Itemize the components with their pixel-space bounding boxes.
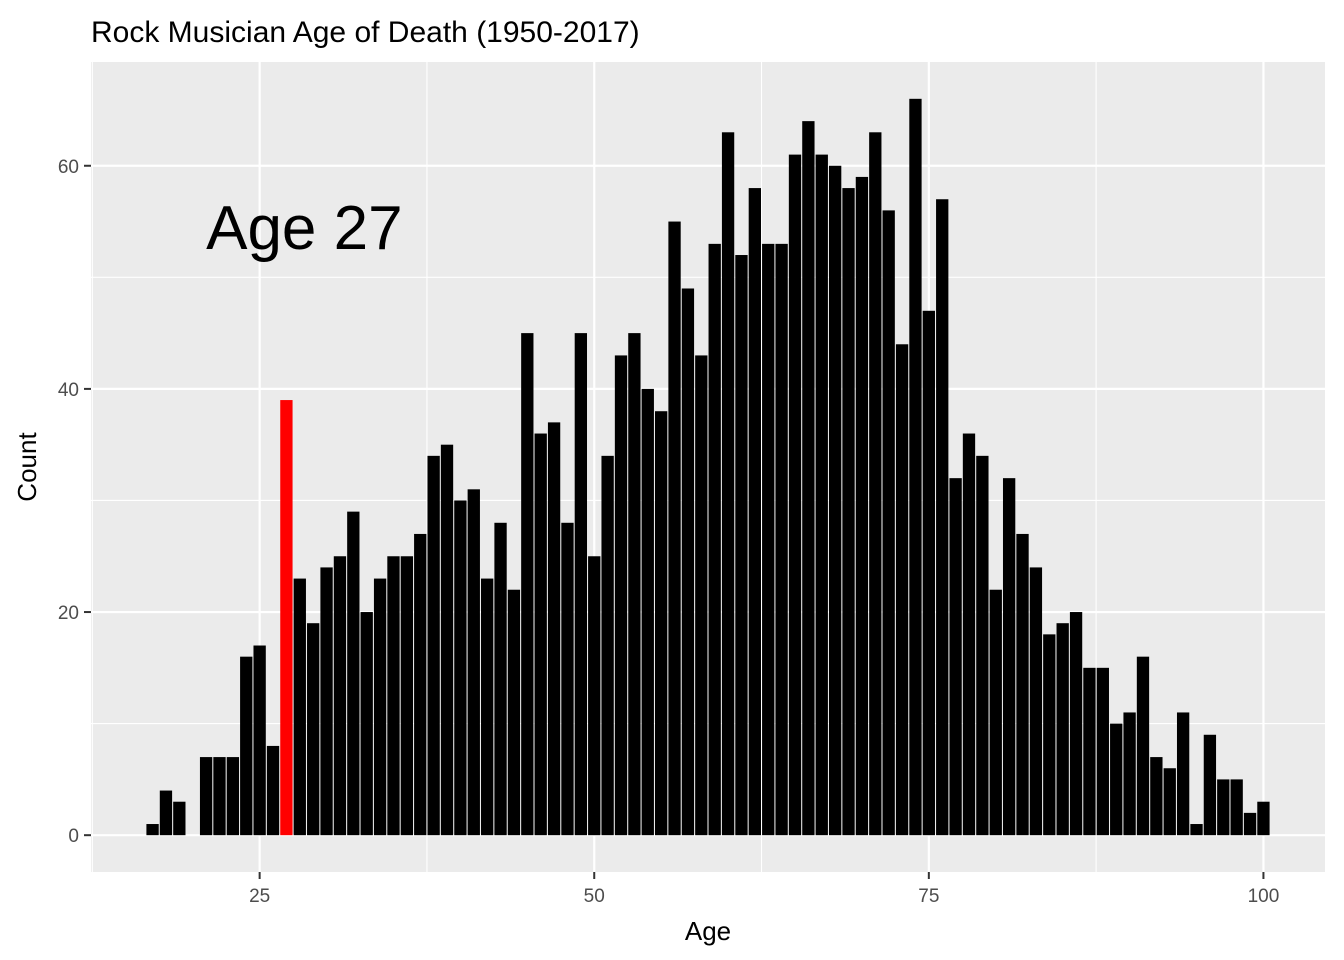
bar — [333, 556, 347, 836]
bar — [320, 567, 333, 836]
bar — [226, 757, 240, 836]
bar — [387, 556, 400, 836]
bar — [628, 333, 641, 836]
bar — [521, 333, 534, 836]
bar — [1190, 824, 1203, 836]
bar — [1203, 734, 1217, 836]
x-tick-label: 100 — [1248, 886, 1280, 907]
bar — [641, 388, 654, 836]
bar — [1123, 712, 1136, 836]
bar — [1217, 779, 1230, 836]
bar — [654, 411, 668, 836]
bar — [400, 556, 414, 836]
bar — [1163, 768, 1176, 836]
bar — [788, 154, 802, 836]
bar — [1002, 478, 1016, 836]
bar — [561, 522, 574, 836]
bar — [588, 556, 601, 836]
bar — [199, 757, 213, 836]
bar — [909, 98, 922, 836]
bar — [574, 333, 588, 836]
bar — [668, 221, 681, 836]
bar — [213, 757, 226, 836]
bar — [1243, 812, 1257, 836]
y-axis-title: Count — [12, 432, 42, 502]
bar — [467, 489, 480, 836]
bar — [307, 623, 320, 836]
bar — [1083, 667, 1096, 836]
bar — [815, 154, 828, 836]
bar — [347, 511, 360, 836]
y-tick-label: 60 — [58, 157, 79, 178]
bar — [1257, 801, 1270, 836]
bar — [1056, 623, 1069, 836]
x-tick-label: 75 — [918, 886, 939, 907]
bar — [855, 176, 869, 836]
bar — [293, 578, 306, 836]
bar — [360, 612, 373, 836]
bar — [681, 288, 695, 836]
y-tick-label: 20 — [58, 603, 79, 624]
bar — [842, 188, 855, 836]
age-27-annotation: Age 27 — [206, 194, 403, 263]
bar — [721, 132, 735, 836]
bar — [266, 745, 280, 836]
y-axis: 0 20 40 60 — [58, 157, 91, 847]
bar — [762, 243, 775, 836]
y-tick-label: 0 — [68, 826, 79, 847]
bar — [895, 344, 909, 836]
bar — [440, 444, 454, 836]
bar — [240, 656, 253, 836]
bar — [708, 243, 721, 836]
bar — [454, 500, 467, 836]
bar — [976, 455, 989, 836]
x-tick-label: 25 — [249, 886, 270, 907]
bar — [173, 801, 186, 836]
bar — [802, 121, 815, 836]
bar — [494, 522, 507, 836]
bar — [1230, 779, 1243, 836]
bar — [1096, 667, 1109, 836]
bar — [1150, 757, 1163, 836]
bar — [962, 433, 976, 836]
x-axis: 25 50 75 100 — [249, 872, 1279, 907]
bar — [547, 422, 561, 836]
bar — [828, 165, 842, 836]
bar — [1176, 712, 1190, 836]
bar — [1136, 656, 1150, 836]
bar — [481, 578, 494, 836]
bar — [936, 199, 949, 836]
bar — [735, 255, 748, 836]
bar — [695, 355, 708, 836]
bar — [748, 188, 762, 836]
bar-age-27-highlight — [280, 400, 293, 836]
bar — [253, 645, 266, 836]
bar — [1029, 567, 1043, 836]
bar — [882, 210, 895, 836]
plot-panel — [91, 62, 1325, 872]
bar — [159, 790, 173, 836]
bar — [614, 355, 628, 836]
bar — [1110, 723, 1123, 836]
bar — [1043, 634, 1056, 836]
bar — [414, 533, 427, 836]
bar — [922, 310, 935, 836]
y-tick-label: 40 — [58, 380, 79, 401]
bar — [949, 478, 962, 836]
bar — [1016, 533, 1029, 836]
bar — [869, 132, 882, 836]
bar — [1069, 612, 1083, 836]
bar — [989, 589, 1002, 836]
x-tick-label: 50 — [584, 886, 605, 907]
bar — [427, 455, 440, 836]
chart-title: Rock Musician Age of Death (1950-2017) — [91, 16, 640, 49]
bar — [373, 578, 387, 836]
bar — [601, 455, 614, 836]
bar — [534, 433, 547, 836]
x-axis-title: Age — [685, 916, 731, 946]
bar — [146, 824, 159, 836]
bar — [507, 589, 521, 836]
bar — [775, 243, 788, 836]
